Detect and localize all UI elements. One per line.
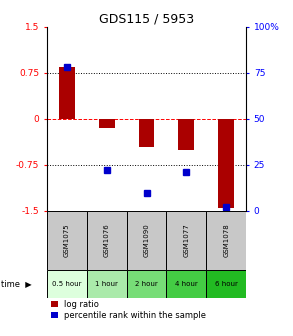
Bar [127, 270, 166, 297]
Bar [206, 270, 246, 297]
Bar [87, 211, 127, 270]
Bar [99, 119, 115, 128]
Bar [47, 211, 87, 270]
Bar [139, 119, 154, 146]
Text: 1 hour: 1 hour [95, 281, 118, 287]
Bar [218, 119, 234, 208]
Text: GSM1090: GSM1090 [144, 223, 149, 257]
Bar [59, 67, 75, 119]
Text: 6 hour: 6 hour [215, 281, 238, 287]
Bar [127, 211, 166, 270]
Text: time  ▶: time ▶ [1, 279, 32, 288]
Legend: log ratio, percentile rank within the sample: log ratio, percentile rank within the sa… [51, 300, 206, 320]
Bar [206, 211, 246, 270]
Text: 2 hour: 2 hour [135, 281, 158, 287]
Text: GSM1078: GSM1078 [223, 223, 229, 257]
Text: 4 hour: 4 hour [175, 281, 198, 287]
Bar [166, 270, 206, 297]
Bar [166, 211, 206, 270]
Title: GDS115 / 5953: GDS115 / 5953 [99, 13, 194, 26]
Bar [87, 270, 127, 297]
Text: GSM1077: GSM1077 [183, 223, 189, 257]
Bar [178, 119, 194, 150]
Bar [47, 270, 87, 297]
Text: GSM1075: GSM1075 [64, 224, 70, 257]
Text: GSM1076: GSM1076 [104, 223, 110, 257]
Text: 0.5 hour: 0.5 hour [52, 281, 81, 287]
